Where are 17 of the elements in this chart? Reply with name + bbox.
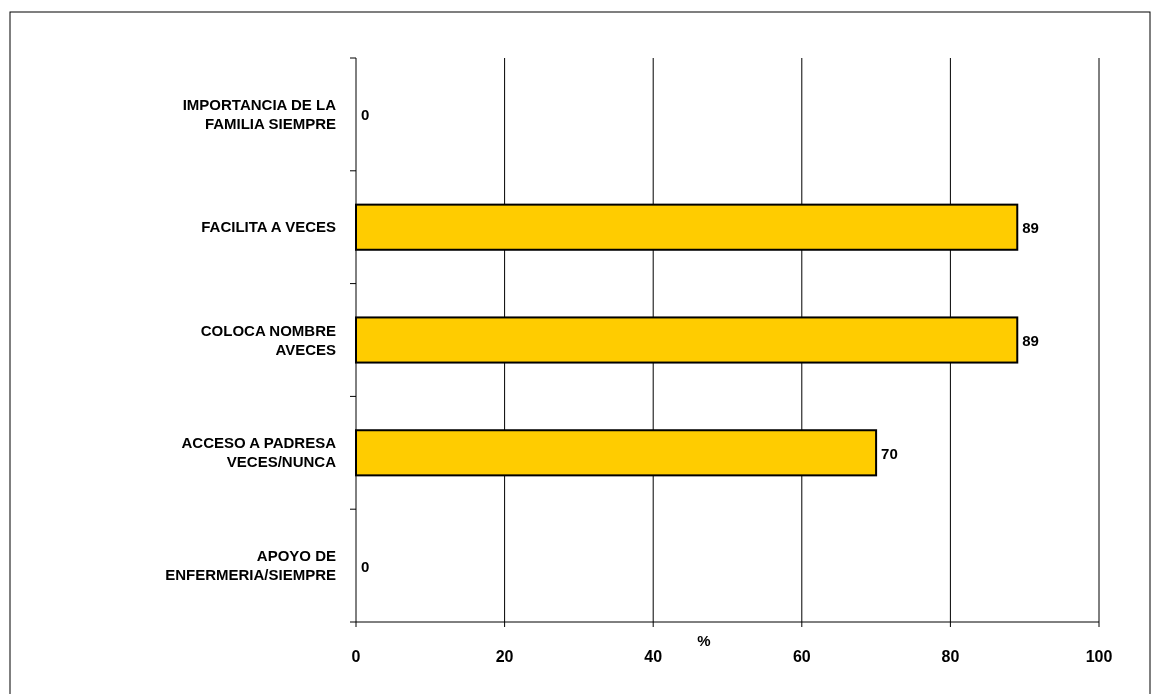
x-tick-label: 0 (351, 648, 361, 665)
data-label: 89 (1022, 332, 1039, 349)
y-tick-label: FACILITA A VECES (201, 218, 336, 236)
y-tick-label: ACCESO A PADRESA VECES/NUNCA (181, 434, 337, 471)
y-tick-label: COLOCA NOMBRE AVECES (200, 321, 336, 358)
x-tick-label: 20 (495, 648, 514, 665)
x-tick-label: 60 (792, 648, 811, 665)
data-label: 0 (361, 106, 370, 124)
x-axis-title: % (697, 632, 711, 649)
data-label: 0 (361, 557, 370, 575)
y-tick-label: APOYO DE ENFERMERIA/SIEMPRE (165, 547, 336, 584)
y-tick-label: IMPORTANCIA DE LA FAMILIA SIEMPRE (182, 95, 337, 132)
x-tick-label: 80 (941, 648, 960, 665)
data-label: 70 (881, 444, 898, 462)
data-label: 89 (1022, 219, 1039, 237)
x-tick-label: 40 (644, 648, 663, 665)
x-tick-label: 100 (1085, 648, 1113, 665)
